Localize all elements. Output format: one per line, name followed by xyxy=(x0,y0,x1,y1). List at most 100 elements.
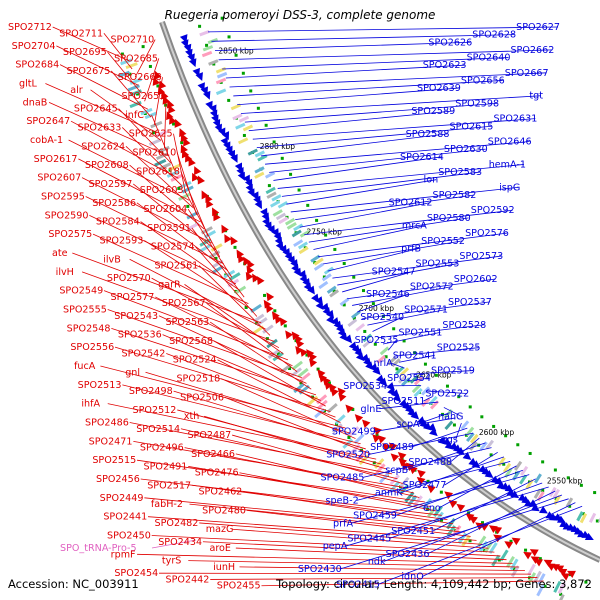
label-connector xyxy=(265,141,530,165)
rna-genes: SPO_tRNA-Pro-5 xyxy=(60,539,197,554)
forward-gene-label: SPO2556 xyxy=(70,342,114,353)
tick-dot xyxy=(249,89,253,93)
forward-gene-arrow xyxy=(567,570,576,579)
forward-gene-arrow xyxy=(213,212,221,222)
feature-bar xyxy=(242,124,254,132)
reverse-gene-label: SPO2667 xyxy=(505,68,549,79)
forward-gene-arrow xyxy=(246,265,255,275)
feature-bar xyxy=(391,358,401,368)
tick-dot xyxy=(234,53,238,57)
forward-gene-label: fucA xyxy=(74,361,96,372)
forward-gene-arrow xyxy=(456,503,466,512)
reverse-gene-arrow xyxy=(188,58,197,68)
forward-gene-arrow xyxy=(256,276,265,286)
label-connector xyxy=(148,516,477,541)
tick-dot xyxy=(373,342,377,346)
reverse-gene-label: lon xyxy=(424,175,439,186)
feature-bar xyxy=(202,45,214,52)
label-connector xyxy=(198,265,271,336)
label-connector xyxy=(237,87,459,106)
feature-bar xyxy=(127,84,140,92)
label-connector xyxy=(158,315,307,384)
forward-gene-arrow xyxy=(152,76,161,86)
forward-gene-label: SPO2607 xyxy=(37,173,81,184)
label-connector xyxy=(56,45,139,86)
label-connector xyxy=(111,327,317,396)
forward-gene-label: SPO2603 xyxy=(140,185,184,196)
feature-bar xyxy=(250,303,262,314)
label-connector xyxy=(90,89,162,141)
feature-bar xyxy=(466,432,475,442)
tick-dot xyxy=(541,488,545,492)
label-connector xyxy=(277,164,524,189)
feature-bar xyxy=(411,384,421,394)
reverse-gene-label: SPO2547 xyxy=(372,266,416,277)
label-connector xyxy=(417,412,450,425)
reverse-gene-label: SPO2489 xyxy=(370,442,414,453)
forward-gene-label: SPO2518 xyxy=(176,374,220,385)
forward-gene-label: fabH-2 xyxy=(151,499,183,510)
feature-bar xyxy=(270,200,281,208)
feature-bar xyxy=(215,77,227,85)
feature-bar xyxy=(297,241,309,250)
reverse-gene-label: SPO2522 xyxy=(425,388,469,399)
feature-bar xyxy=(491,554,501,567)
label-connector xyxy=(129,422,393,475)
forward-gene-arrow xyxy=(377,435,387,444)
tick-dot xyxy=(440,518,444,522)
forward-gene-label: rpmF xyxy=(111,549,136,560)
forward-gene-label: SPO2434 xyxy=(158,537,202,548)
tick-dot xyxy=(559,592,563,596)
forward-gene-label: SPO2604 xyxy=(143,204,187,215)
feature-bar xyxy=(460,420,470,430)
label-connector xyxy=(243,491,454,525)
tick-dot xyxy=(241,71,245,75)
forward-gene-label: SPO2591 xyxy=(147,223,191,234)
feature-bar xyxy=(254,166,265,174)
tick-dot xyxy=(568,504,572,508)
feature-bar xyxy=(537,573,546,586)
forward-gene-label: SPO2454 xyxy=(114,568,158,579)
tick-dot xyxy=(502,462,506,466)
reverse-gene-label: SPO2582 xyxy=(433,190,477,201)
feature-bar xyxy=(387,356,397,366)
label-connector xyxy=(409,370,473,375)
tick-dot xyxy=(272,140,276,144)
feature-bar xyxy=(399,476,410,488)
forward-gene-arrow xyxy=(206,199,214,209)
feature-bar xyxy=(399,367,410,377)
forward-gene-label: ilvH xyxy=(56,267,74,278)
reverse-gene-label: SPO2580 xyxy=(427,213,471,224)
feature-bar xyxy=(477,535,487,548)
forward-gene-arrow xyxy=(309,358,318,368)
feature-bar xyxy=(510,565,520,578)
tick-dot xyxy=(352,316,356,320)
label-connector xyxy=(68,139,190,201)
feature-bar xyxy=(238,115,250,123)
label-connector xyxy=(295,194,475,221)
forward-gene-label: SPO2555 xyxy=(63,305,107,316)
feature-bar xyxy=(413,376,424,386)
label-connector xyxy=(299,202,431,228)
label-connector xyxy=(443,407,462,417)
forward-gene-arrow xyxy=(166,111,174,121)
forward-gene-arrow xyxy=(185,153,193,163)
forward-gene-arrow xyxy=(263,299,272,309)
label-connector xyxy=(350,474,530,524)
feature-bar xyxy=(150,120,163,129)
forward-gene-arrow xyxy=(243,256,251,266)
forward-gene-label: SPO2471 xyxy=(89,436,133,447)
feature-bar xyxy=(506,555,515,568)
forward-gene-arrow xyxy=(183,137,191,147)
tick-dot xyxy=(244,305,248,309)
tick-dot xyxy=(492,424,496,428)
forward-gene-arrow xyxy=(397,452,407,461)
feature-bar xyxy=(318,280,329,290)
scale-tick-label: 2550 kbp xyxy=(547,477,583,486)
forward-gene-arrow xyxy=(247,259,255,269)
forward-gene-arrow xyxy=(523,551,533,560)
forward-gene-label: SPO2593 xyxy=(100,235,144,246)
label-connector xyxy=(166,353,336,418)
forward-gene-label: SPO2608 xyxy=(85,160,129,171)
forward-gene-label: SPO2543 xyxy=(114,311,158,322)
